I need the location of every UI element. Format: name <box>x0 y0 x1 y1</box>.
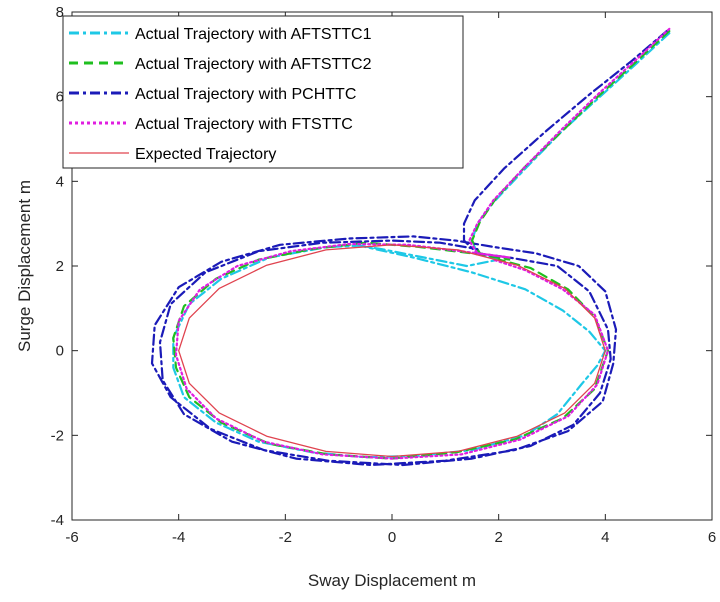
series-line-2 <box>172 30 671 460</box>
series-line-5 <box>178 244 606 458</box>
y-tick-label: 8 <box>56 4 64 21</box>
x-tick-label: -4 <box>172 529 185 546</box>
x-tick-label: 0 <box>388 529 396 546</box>
x-tick-label: 4 <box>601 529 609 546</box>
legend-label: Actual Trajectory with AFTSTTC2 <box>135 56 372 73</box>
legend-label: Actual Trajectory with FTSTTC <box>135 116 353 133</box>
x-tick-label: -6 <box>65 529 78 546</box>
y-tick-label: 2 <box>56 258 64 275</box>
x-axis-ticks: -6 -4 -2 0 2 4 6 <box>65 12 716 546</box>
x-tick-label: -2 <box>279 529 292 546</box>
y-tick-label: 0 <box>56 343 64 360</box>
legend-box <box>62 15 464 169</box>
series-line-4 <box>174 27 671 460</box>
legend-label: Expected Trajectory <box>135 146 276 163</box>
y-axis-ticks: -4 -2 0 2 4 6 8 <box>51 4 712 529</box>
y-tick-label: 4 <box>56 173 64 190</box>
y-tick-label: -4 <box>51 512 64 529</box>
legend-label: Actual Trajectory with AFTSTTC1 <box>135 26 372 43</box>
legend-label: Actual Trajectory with PCHTTC <box>135 86 356 103</box>
y-tick-label: -2 <box>51 427 64 444</box>
y-tick-label: 6 <box>56 89 64 106</box>
x-tick-label: 6 <box>708 529 716 546</box>
legend: Actual Trajectory with AFTSTTC1 Actual Tr… <box>62 15 464 169</box>
x-axis-label: Sway Displacement m <box>308 571 476 590</box>
y-axis-label: Surge Displacement m <box>15 180 34 352</box>
series-layer <box>150 27 671 467</box>
x-tick-label: 2 <box>494 529 502 546</box>
